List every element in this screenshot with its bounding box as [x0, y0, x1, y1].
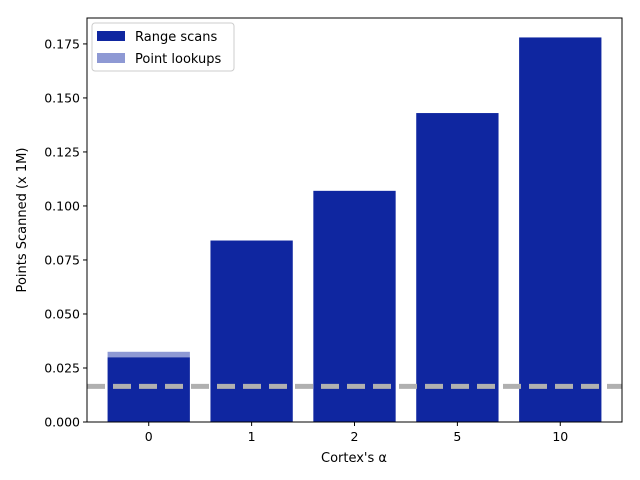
y-tick-label: 0.000 — [44, 415, 80, 430]
legend-swatch-range-scans — [97, 31, 125, 41]
y-tick-label: 0.025 — [44, 360, 80, 375]
bar-range-scans-1 — [210, 240, 293, 422]
x-tick-label: 1 — [248, 429, 256, 444]
bar-range-scans-2 — [313, 190, 396, 422]
bars-layer — [107, 37, 602, 423]
y-tick-label: 0.100 — [44, 198, 80, 213]
y-tick-label: 0.150 — [44, 90, 80, 105]
y-tick-label: 0.125 — [44, 144, 80, 159]
y-tick-label: 0.175 — [44, 36, 80, 51]
legend: Range scans Point lookups — [91, 22, 235, 72]
legend-label-range-scans: Range scans — [135, 30, 217, 45]
x-tick-label: 10 — [552, 429, 568, 444]
x-tick-label: 5 — [453, 429, 461, 444]
bar-range-scans-10 — [519, 37, 602, 423]
legend-label-point-lookups: Point lookups — [135, 52, 222, 67]
bar-range-scans-0 — [107, 357, 190, 422]
y-tick-label: 0.050 — [44, 306, 80, 321]
legend-box — [91, 22, 235, 72]
x-axis-label: Cortex's α — [321, 451, 387, 466]
x-tick-label: 0 — [145, 429, 153, 444]
legend-swatch-point-lookups — [97, 53, 125, 63]
y-axis-label: Points Scanned (x 1M) — [15, 148, 30, 293]
bar-range-scans-5 — [416, 113, 499, 422]
y-axis: 0.000 0.025 0.050 0.075 0.100 0.125 0.150 0.175 — [44, 36, 87, 430]
y-tick-label: 0.075 — [44, 252, 80, 267]
bar-point-lookups-0 — [107, 351, 190, 358]
x-axis: 0 1 2 5 10 — [145, 422, 568, 444]
x-tick-label: 2 — [351, 429, 359, 444]
